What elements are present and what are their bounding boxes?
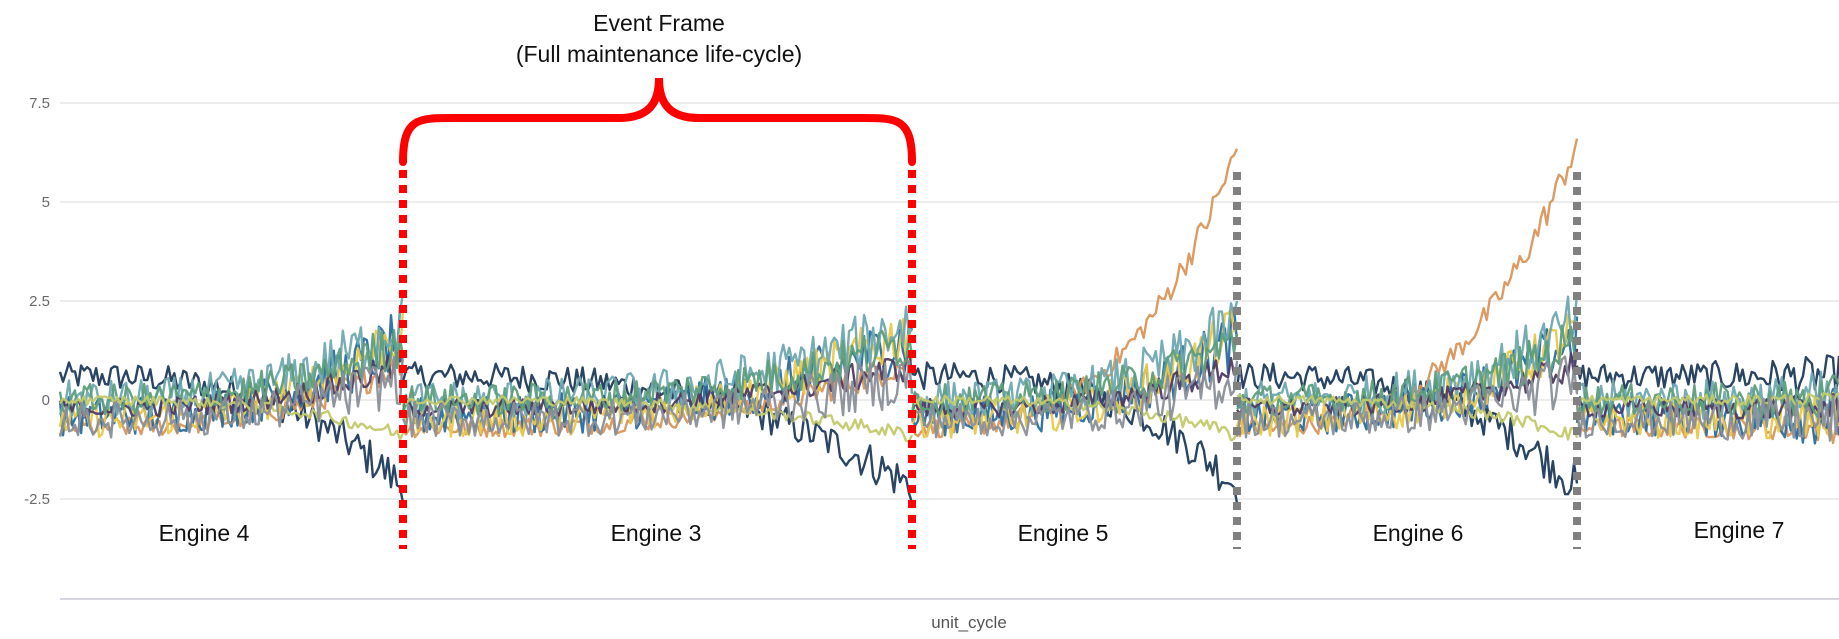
- series-line: [401, 361, 914, 504]
- segment-label: Engine 7: [1694, 517, 1785, 543]
- series-line: [910, 360, 1239, 439]
- annotation-line-1: Event Frame: [593, 10, 725, 36]
- segment-label: Engine 3: [611, 520, 702, 546]
- segment-label: Engine 4: [159, 520, 250, 546]
- y-tick-label: 7.5: [29, 95, 50, 112]
- series-line: [401, 394, 914, 443]
- brace-path: [399, 77, 916, 166]
- segment-label: Engine 5: [1018, 520, 1109, 546]
- series-line: [401, 359, 914, 438]
- y-tick-label: -2.5: [24, 491, 50, 508]
- series-line: [58, 292, 405, 419]
- segment-label: Engine 6: [1373, 520, 1464, 546]
- y-tick-label: 2.5: [29, 293, 50, 310]
- y-tick-label: 0: [42, 392, 50, 409]
- series-line: [401, 329, 914, 416]
- x-axis-label: unit_cycle: [931, 613, 1007, 632]
- series-line: [1235, 355, 1579, 439]
- series-line: [911, 361, 1239, 504]
- annotation-line-2: (Full maintenance life-cycle): [516, 41, 802, 67]
- series-line: [910, 306, 1239, 437]
- y-tick-label: 5: [42, 194, 50, 211]
- series-line: [402, 353, 914, 439]
- series-line: [910, 300, 1239, 421]
- segment-boundaries: [399, 170, 1581, 549]
- series-line: [58, 350, 405, 439]
- segment-labels: Engine 4 Engine 3 Engine 5 Engine 6 Engine 7: [159, 517, 1785, 546]
- series-lines: [58, 138, 1839, 504]
- series-line: [1576, 391, 1839, 408]
- series-line: [1236, 394, 1579, 441]
- series-line: [1575, 354, 1839, 399]
- series-line: [58, 395, 405, 441]
- event-frame-brace: [399, 77, 916, 166]
- series-line: [1575, 394, 1839, 442]
- y-axis: 7.5 5 2.5 0 -2.5: [24, 95, 50, 508]
